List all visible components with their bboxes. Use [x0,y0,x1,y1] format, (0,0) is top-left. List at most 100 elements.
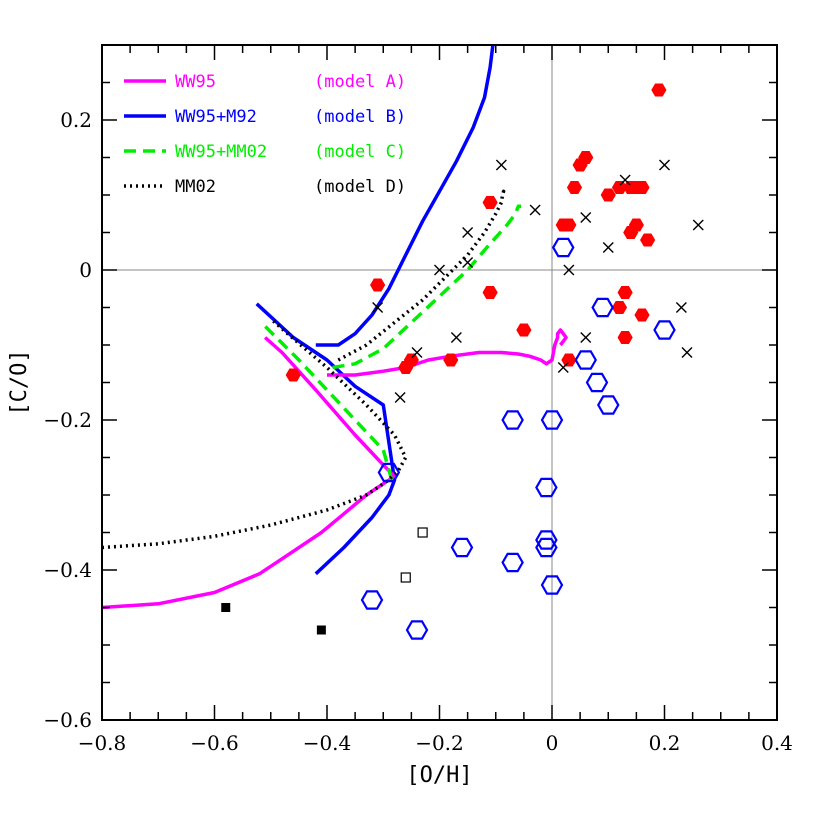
cross-stroke [675,302,687,313]
cross-stroke [580,212,592,223]
data-point-red-hexagon [482,285,498,300]
axis-ticks [101,44,778,721]
data-point-blue-hexagon [501,552,524,573]
data-point-cross [557,362,569,373]
y-tick-label: 0.2 [60,108,92,132]
data-markers [221,83,704,640]
y-tick-label: −0.6 [43,708,92,732]
data-point-red-hexagon [634,308,650,322]
data-point-red-hexagon [482,195,498,210]
data-point-blue-hexagon [551,237,575,258]
cross-stroke [434,264,445,276]
data-point-blue-hexagon [653,320,676,340]
legend-model: (model A) [314,72,406,92]
series-line [255,302,397,576]
series-line [337,189,506,362]
series-line [102,317,408,550]
data-point-cross [462,227,474,238]
data-point-cross [563,264,575,276]
cross-stroke [495,159,507,171]
series-line [315,45,495,347]
legend-model: (model C) [314,142,406,162]
data-point-red-hexagon [561,218,577,232]
data-point-cross [434,264,445,276]
data-point-filled-square [316,625,326,635]
cross-stroke [580,332,592,343]
x-tick-label: −0.8 [78,731,127,755]
data-point-red-hexagon [285,368,301,382]
data-point-cross [659,159,670,171]
data-point-cross [495,159,507,171]
data-point-red-hexagon [516,323,532,337]
cross-stroke [462,227,474,238]
data-point-red-hexagon [617,330,633,345]
data-point-blue-hexagon [574,350,598,370]
legend-label: MM02 [175,177,216,197]
cross-stroke [372,302,384,313]
data-point-red-hexagon [561,353,577,367]
data-point-blue-hexagon [405,620,429,640]
data-point-filled-square [221,603,231,612]
x-tick-label: −0.4 [303,731,352,755]
legend-label: WW95 [175,72,216,92]
series-line [332,204,522,370]
data-point-cross [602,242,614,253]
legend: WW95 (model A) WW95+M92 (model B) WW95+MM02 (… [124,72,406,197]
cross-stroke [411,347,423,358]
cross-stroke [529,204,541,216]
y-tick-label: −0.2 [43,408,92,432]
data-point-blue-hexagon [377,462,401,483]
data-point-blue-hexagon [360,590,384,610]
x-tick-label: 0 [546,731,559,755]
y-tick-label: 0 [79,258,92,282]
data-point-cross [529,204,541,216]
data-point-red-hexagon [600,188,616,202]
cross-stroke [557,362,569,373]
data-point-blue-hexagon [596,395,620,415]
data-point-blue-hexagon [540,575,564,595]
cross-stroke [692,219,704,231]
data-point-cross [462,257,474,268]
cross-stroke [563,264,575,276]
legend-model: (model B) [314,107,406,127]
data-point-blue-hexagon [591,297,614,318]
data-point-red-hexagon [370,278,386,292]
cross-stroke [659,159,670,171]
x-axis-label: [O/H] [406,763,472,788]
data-point-cross [411,347,423,358]
data-point-red-hexagon [611,300,628,315]
data-point-cross [675,302,687,313]
legend-label: WW95+MM02 [175,142,267,162]
data-point-blue-hexagon [450,537,474,558]
data-point-blue-hexagon [585,372,609,393]
cross-stroke [450,332,462,343]
cross-stroke [619,174,631,186]
tick-labels: −0.8 −0.6 −0.4 −0.2 0 0.2 0.4−0.6−0.4−0.200.2 [43,108,792,755]
data-point-cross [580,332,592,343]
data-point-cross [580,212,592,223]
data-point-red-hexagon [403,353,419,367]
data-point-cross [692,219,704,231]
x-tick-label: −0.6 [190,731,239,755]
data-point-red-hexagon [578,150,594,165]
data-point-red-hexagon [566,180,583,195]
data-point-red-hexagon [628,218,644,232]
data-point-blue-hexagon [535,537,558,558]
data-point-cross [619,174,631,186]
data-point-red-hexagon [617,285,633,300]
x-tick-label: −0.2 [415,731,464,755]
series-line [263,325,394,481]
data-point-blue-hexagon [535,477,558,498]
y-axis-label: [C/O] [7,349,32,415]
cross-stroke [462,257,474,268]
x-tick-label: 0.2 [649,731,681,755]
data-point-cross [372,302,384,313]
data-point-open-square [400,572,411,583]
data-point-red-hexagon [443,353,459,367]
data-point-red-hexagon [634,180,650,195]
data-point-cross [394,392,406,403]
series-line [102,336,397,610]
cross-stroke [681,347,693,358]
